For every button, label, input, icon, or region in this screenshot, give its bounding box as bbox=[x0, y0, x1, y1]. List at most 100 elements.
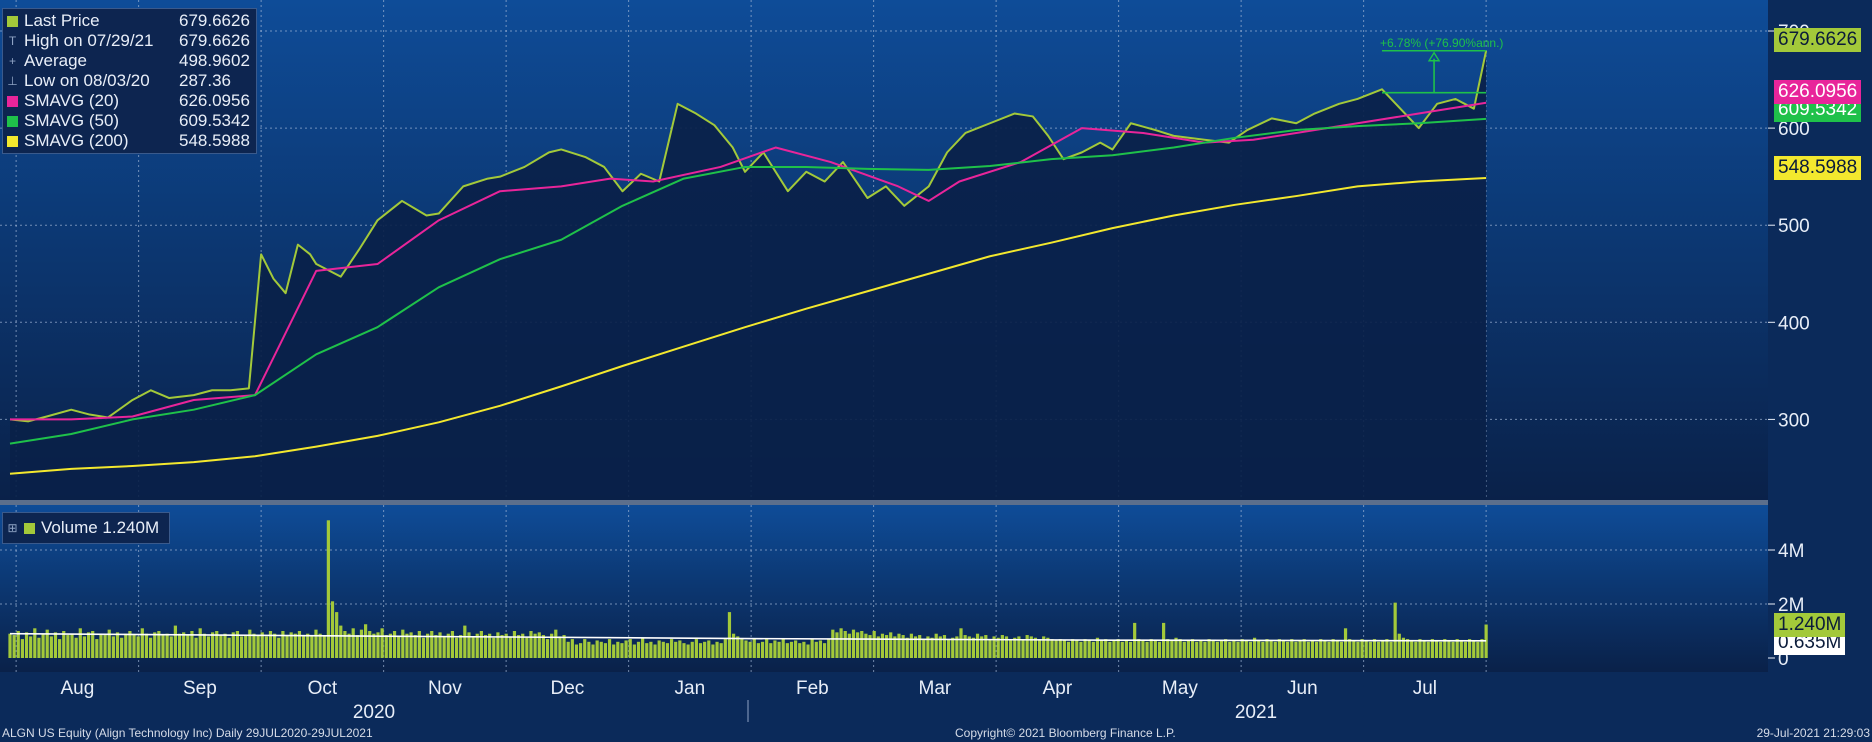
volume-bar bbox=[529, 631, 533, 658]
volume-bar bbox=[285, 635, 289, 658]
legend-marker: ⊥ bbox=[7, 74, 18, 88]
security-description: ALGN US Equity (Align Technology Inc) Da… bbox=[2, 726, 373, 740]
volume-bar bbox=[624, 640, 628, 658]
volume-bar bbox=[1091, 641, 1095, 658]
legend-value: 679.6626 bbox=[179, 31, 250, 50]
volume-bar bbox=[421, 637, 426, 658]
volume-bar bbox=[467, 632, 471, 658]
volume-bar bbox=[24, 632, 29, 658]
volume-bar bbox=[239, 636, 244, 658]
panel-divider[interactable] bbox=[0, 500, 1768, 505]
volume-bar bbox=[1199, 640, 1203, 658]
volume-bar bbox=[1257, 640, 1261, 658]
volume-bar bbox=[649, 641, 653, 658]
volume-tick-label: 4M bbox=[1778, 541, 1804, 562]
volume-bar bbox=[884, 635, 889, 658]
volume-bar bbox=[120, 637, 124, 658]
volume-bar bbox=[376, 632, 380, 658]
volume-bar bbox=[1207, 639, 1211, 658]
legend-row[interactable]: ⊥ Low on 08/03/20 287.36 bbox=[7, 71, 250, 91]
volume-bar bbox=[82, 636, 87, 658]
legend-row[interactable]: SMAVG (50) 609.5342 bbox=[7, 111, 250, 131]
volume-bar bbox=[202, 633, 206, 658]
timestamp: 29-Jul-2021 21:29:03 bbox=[1756, 726, 1870, 740]
volume-bar bbox=[893, 636, 897, 658]
volume-bar bbox=[49, 636, 53, 658]
volume-bar bbox=[1323, 640, 1327, 658]
volume-bar bbox=[822, 643, 827, 658]
volume-bar bbox=[1157, 641, 1162, 658]
year-label: 2021 bbox=[1235, 702, 1277, 723]
volume-bar bbox=[731, 633, 736, 658]
month-label: Feb bbox=[796, 678, 829, 699]
volume-bar bbox=[661, 641, 665, 658]
volume-bar bbox=[777, 641, 781, 658]
volume-bar bbox=[926, 636, 930, 658]
volume-bar bbox=[479, 631, 483, 658]
price-legend[interactable]: Last Price 679.6626 T High on 07/29/21 679.6… bbox=[2, 8, 257, 154]
volume-bar bbox=[794, 640, 798, 658]
volume-bar bbox=[537, 632, 541, 658]
volume-bar bbox=[260, 632, 264, 658]
volume-bar bbox=[814, 641, 818, 658]
volume-bar bbox=[868, 635, 872, 658]
volume-bar bbox=[1327, 641, 1331, 658]
volume-bar bbox=[653, 644, 657, 658]
volume-bar bbox=[16, 631, 20, 658]
volume-bar bbox=[616, 641, 620, 658]
legend-row[interactable]: + Average 498.9602 bbox=[7, 51, 250, 71]
volume-bar bbox=[1178, 639, 1182, 658]
volume-bar bbox=[1195, 641, 1199, 658]
volume-bar bbox=[488, 633, 492, 658]
volume-bar bbox=[1054, 640, 1058, 658]
volume-bar bbox=[789, 641, 794, 658]
volume-bar bbox=[273, 633, 277, 658]
volume-bar bbox=[297, 631, 302, 658]
volume-bar bbox=[1273, 641, 1277, 658]
volume-bar bbox=[1203, 641, 1207, 658]
price-tick-label: 400 bbox=[1778, 313, 1810, 334]
volume-bar bbox=[818, 640, 823, 658]
volume-bar bbox=[748, 641, 752, 658]
volume-bar bbox=[107, 629, 111, 658]
volume-bar bbox=[802, 641, 806, 658]
volume-bar bbox=[144, 633, 149, 658]
volume-legend[interactable]: ⊞ Volume 1.240M bbox=[2, 512, 171, 544]
legend-row[interactable]: Last Price 679.6626 bbox=[7, 11, 250, 31]
volume-bar bbox=[289, 632, 293, 658]
volume-bar bbox=[211, 632, 215, 658]
legend-row[interactable]: SMAVG (200) 548.5988 bbox=[7, 131, 250, 151]
volume-bar bbox=[554, 629, 558, 658]
volume-bar bbox=[1244, 640, 1248, 658]
volume-bar bbox=[1166, 639, 1170, 658]
volume-bar bbox=[533, 633, 537, 658]
volume-bar bbox=[984, 635, 988, 658]
volume-bar bbox=[922, 639, 926, 658]
expand-icon[interactable]: ⊞ bbox=[7, 521, 18, 535]
year-label: 2020 bbox=[353, 702, 395, 723]
volume-bar bbox=[918, 635, 922, 658]
volume-bar bbox=[827, 639, 831, 658]
volume-bar bbox=[475, 633, 479, 658]
month-label: Jun bbox=[1287, 678, 1318, 699]
volume-bar bbox=[74, 637, 78, 658]
legend-row[interactable]: T High on 07/29/21 679.6626 bbox=[7, 31, 250, 51]
volume-bar bbox=[1352, 640, 1356, 658]
series-lines bbox=[9, 50, 1488, 475]
volume-bar bbox=[1401, 637, 1406, 658]
volume-bar bbox=[1290, 639, 1294, 658]
volume-bar bbox=[281, 631, 285, 658]
legend-value: 679.6626 bbox=[179, 11, 250, 30]
legend-row[interactable]: SMAVG (20) 626.0956 bbox=[7, 91, 250, 111]
volume-bar bbox=[628, 639, 632, 658]
volume-bar bbox=[58, 639, 62, 658]
volume-bar bbox=[318, 633, 322, 658]
volume-bar bbox=[1372, 639, 1377, 658]
volume-bar bbox=[252, 633, 256, 658]
volume-bar bbox=[446, 633, 450, 658]
volume-bar bbox=[1116, 639, 1120, 658]
volume-bar bbox=[463, 625, 467, 658]
volume-bar bbox=[562, 635, 566, 658]
volume-bar bbox=[657, 640, 661, 658]
